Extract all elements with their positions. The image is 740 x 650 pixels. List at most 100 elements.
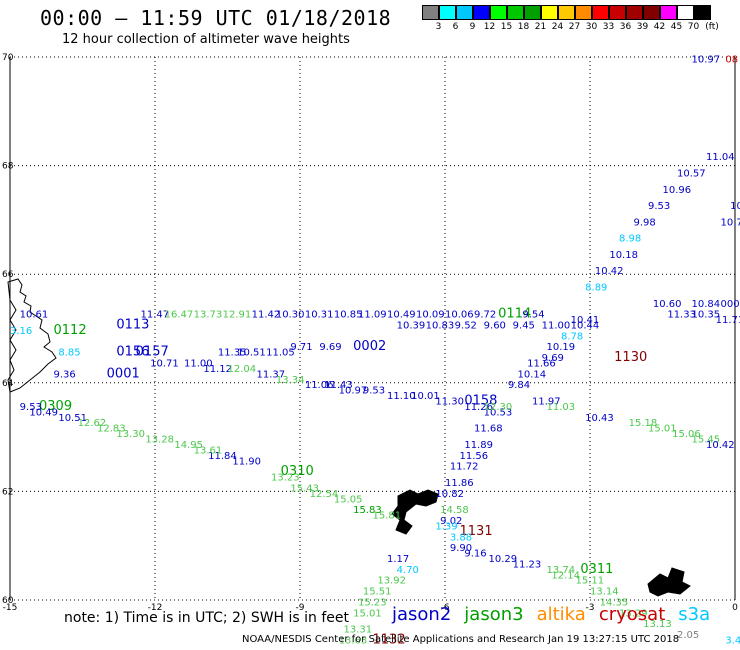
color-scale-swatch — [524, 5, 541, 20]
longitude-tick-label: -15 — [3, 603, 18, 613]
wave-height-value: 9.02 — [440, 516, 462, 527]
color-scale-label: 6 — [452, 22, 459, 32]
color-scale-label: 45 — [670, 22, 683, 32]
wave-height-value: 9.16 — [464, 549, 486, 560]
satellite-legend: jason2 jason3 altika cryosat s3a — [392, 604, 723, 625]
latitude-tick-label: 70 — [2, 53, 14, 63]
wave-height-value: 10.61 — [20, 310, 49, 321]
wave-height-value: 13.30 — [116, 429, 145, 440]
wave-height-value: 14.35 — [600, 597, 629, 608]
wave-height-value: 4.70 — [397, 565, 419, 576]
wave-height-value: 10.84 — [692, 299, 721, 310]
wave-height-value: 3.88 — [450, 532, 472, 543]
pass-time-label: 0310 — [281, 464, 314, 479]
faroe-islands — [391, 489, 439, 535]
color-scale-swatch — [643, 5, 660, 20]
wave-height-value: 10.96 — [663, 185, 692, 196]
wave-height-value: 14.58 — [440, 505, 469, 516]
wave-height-value: 9.84 — [508, 380, 530, 391]
wave-height-value: 11.86 — [445, 478, 474, 489]
color-scale-label: 3 — [435, 22, 442, 32]
pass-time-label: 0001 — [107, 366, 140, 381]
wave-height-value: 15.51 — [363, 587, 392, 598]
color-scale-swatch — [660, 5, 677, 20]
color-scale-label: 18 — [517, 22, 530, 32]
longitude-tick-label: -3 — [586, 603, 595, 613]
legend-cryosat: cryosat — [598, 604, 666, 625]
wave-height-value: 15.45 — [692, 435, 721, 446]
wave-height-value: 12.14 — [551, 570, 580, 581]
color-scale-swatch — [541, 5, 558, 20]
wave-height-value: 11.09 — [358, 310, 387, 321]
pass-time-label: 0114 — [498, 307, 531, 322]
legend-jason2: jason2 — [392, 604, 452, 625]
wave-height-value: 10.29 — [489, 554, 518, 565]
pass-time-label: 1130 — [614, 350, 647, 365]
color-scale-swatch — [609, 5, 626, 20]
wave-height-value: 12.04 — [228, 364, 257, 375]
wave-height-value: 12.62 — [78, 418, 107, 429]
wave-height-value: 14.95 — [174, 440, 203, 451]
wave-height-value: 11.04 — [706, 152, 735, 163]
legend-altika: altika — [536, 604, 586, 625]
wave-height-value: 9.53 — [20, 402, 42, 413]
wave-height-value: 12.54 — [310, 489, 339, 500]
wave-height-value: 8.89 — [585, 282, 607, 293]
wave-height-value: 16.47 — [165, 310, 194, 321]
wave-height-value: 13.31 — [344, 625, 373, 636]
color-scale-swatch — [473, 5, 490, 20]
wave-height-value: 11.10 — [387, 391, 416, 402]
color-scale-label: 36 — [619, 22, 632, 32]
color-scale-swatch — [626, 5, 643, 20]
wave-height-value: 08 — [725, 54, 738, 65]
wave-height-value: 9.54 — [522, 310, 544, 321]
legend-s3a: s3a — [678, 604, 711, 625]
pass-time-label: 0309 — [39, 399, 72, 414]
wave-height-value: 10.97 — [339, 386, 368, 397]
color-scale-swatch — [422, 5, 439, 20]
wave-height-value: 13.61 — [194, 445, 223, 456]
color-scale-swatch — [456, 5, 473, 20]
axis-labels: -15 -12 -9 -6 -3 0 70 68 66 64 62 60 — [2, 53, 738, 613]
color-scale-label: 42 — [653, 22, 666, 32]
wave-height-value: 10.49 — [387, 310, 416, 321]
color-scale-swatch — [507, 5, 524, 20]
map-grid — [9, 56, 736, 601]
wave-height-value: 9.69 — [542, 353, 564, 364]
wave-height-value: 13.13 — [643, 619, 672, 630]
wave-height-value: 13.23 — [271, 473, 300, 484]
latitude-tick-label: 60 — [2, 596, 14, 606]
wave-height-value: 8.98 — [619, 234, 641, 245]
wave-height-value: 9.45 — [513, 321, 535, 332]
wave-height-value: 15.83 — [353, 505, 382, 516]
wave-height-value: 11.97 — [532, 397, 561, 408]
wave-height-value: 10.82 — [435, 489, 464, 500]
wave-height-value: 13.28 — [145, 435, 174, 446]
color-scale-label: 21 — [534, 22, 547, 32]
wave-height-value: 10.97 — [692, 54, 721, 65]
wave-height-value: 13.14 — [590, 587, 619, 598]
wave-height-value: 15.11 — [576, 576, 605, 587]
wave-height-value: 11.72 — [450, 462, 479, 473]
wave-height-value: 15.43 — [290, 483, 319, 494]
wave-height-value: 10.09 — [416, 310, 445, 321]
wave-height-value: 000 — [721, 299, 740, 310]
longitude-tick-label: -6 — [441, 603, 450, 613]
wave-height-value: 11.42 — [252, 310, 281, 321]
wave-height-value: 9.71 — [290, 342, 312, 353]
pass-time-label: 0002 — [353, 339, 386, 354]
color-scale-label: 12 — [483, 22, 496, 32]
footer-credit: NOAA/NESDIS Center for Satellite Applica… — [242, 634, 680, 645]
color-scale-label: 24 — [551, 22, 564, 32]
wave-height-value: 8.78 — [561, 331, 583, 342]
pass-time-label: 0158 — [464, 394, 497, 409]
wave-height-value: 11.00 — [542, 321, 571, 332]
wave-height-value: 10.19 — [547, 342, 576, 353]
color-scale-swatch — [575, 5, 592, 20]
color-scale-label: 33 — [602, 22, 615, 32]
wave-height-value: 13.29 — [619, 608, 648, 619]
wave-height-value: 11.06 — [305, 380, 334, 391]
pass-time-label: 0113 — [116, 318, 149, 333]
wave-height-value: 10.35 — [692, 310, 721, 321]
